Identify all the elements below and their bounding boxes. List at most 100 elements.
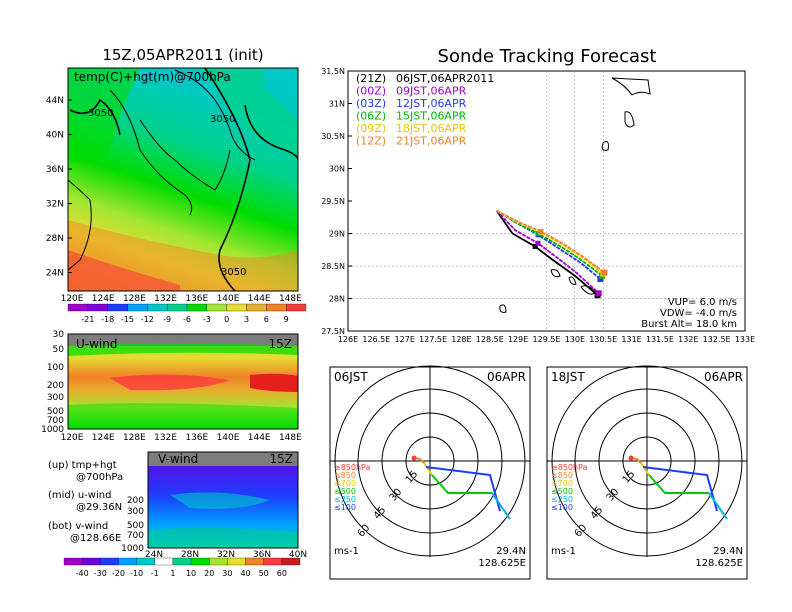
temp-colorbar-label: 6 <box>264 315 269 324</box>
wind-colorbar-swatch <box>82 557 101 566</box>
map-label: temp(C)+hgt(m)@700hPa <box>74 70 231 84</box>
v-wind-level: 700 <box>127 531 144 541</box>
track-lat-tick: 28.5N <box>321 262 345 271</box>
hodo-trace <box>491 492 511 520</box>
contour-label: 3050 <box>88 108 113 119</box>
track-marker <box>535 240 541 246</box>
wind-colorbar-swatch <box>209 557 228 566</box>
note-mid-b: @29.36N <box>76 502 122 513</box>
v-wind-lat-tick: 36N <box>253 550 271 560</box>
track-lon-tick: 129.5E <box>533 335 561 344</box>
track-lon-tick: 131E <box>621 335 641 344</box>
temp-colorbar-swatch <box>67 303 88 312</box>
v-wind-level: 500 <box>127 521 144 531</box>
track-marker <box>535 231 541 236</box>
hodo-trace <box>708 492 728 520</box>
v-wind-time: 15Z <box>270 452 294 466</box>
hodo-trace <box>648 474 709 494</box>
map-lat-axis: 44N 40N 36N 32N 28N 24N <box>46 96 72 279</box>
track-lon-tick: 128E <box>451 335 471 344</box>
track-line <box>495 210 600 294</box>
legend-code: (03Z) <box>356 97 386 110</box>
track-legend: (21Z) 06JST,06APR2011 (00Z) 09JST,06APR (03Z… <box>356 72 494 148</box>
wind-colorbar-label: 20 <box>204 569 214 578</box>
track-lat-tick: 27.5N <box>321 327 345 336</box>
wind-colorbar-label: 10 <box>186 569 196 578</box>
v-wind-lat-axis: 24N 28N 32N 36N 40N <box>145 550 307 560</box>
u-wind-lon-tick: 132E <box>154 433 177 443</box>
temp-colorbar-swatch <box>206 303 227 312</box>
legend-code: (06Z) <box>356 110 386 123</box>
launch-params: VUP= 6.0 m/s VDW= -4.0 m/s Burst Alt= 18… <box>641 297 737 330</box>
u-wind-frame <box>67 333 299 430</box>
temp-colorbar-label: 0 <box>224 315 229 324</box>
hodo-level-label: ≤700 <box>551 479 573 488</box>
map-lon-tick: 132E <box>154 294 177 304</box>
track-lon-tick: 127.5E <box>419 335 447 344</box>
hodo-level-label: ≤850 <box>334 471 356 480</box>
track-lat-tick: 30N <box>329 165 345 174</box>
u-wind-panel <box>68 334 298 429</box>
legend-text: 21JST,06APR <box>396 135 467 148</box>
track-marker <box>532 244 538 249</box>
hodo-level-label: ≤500 <box>551 487 573 496</box>
wind-colorbar: -40 -30 -20 -10 -1 1 10 20 30 40 50 60 <box>63 557 301 578</box>
track-lon-tick: 131.5E <box>646 335 674 344</box>
track-landing-marker <box>601 269 608 276</box>
legend-text: 09JST,06APR <box>396 85 467 98</box>
temp-colorbar: -21 -18 -15 -12 -9 -6 -3 0 3 6 9 <box>67 303 307 324</box>
map-lon-tick: 136E <box>185 294 208 304</box>
temp-colorbar-swatch <box>186 303 207 312</box>
hodo-lon: 128.625E <box>695 558 743 569</box>
temp-colorbar-swatch <box>286 303 307 312</box>
u-wind-level: 200 <box>47 381 64 391</box>
hodo-surface-marker <box>411 455 417 461</box>
hodo-lon: 128.625E <box>478 558 526 569</box>
u-wind-level: 100 <box>47 363 64 373</box>
temp-colorbar-label: -21 <box>81 315 94 324</box>
track-lat-tick: 28N <box>329 295 345 304</box>
wind-colorbar-swatch <box>154 557 174 566</box>
legend-text: 15JST,06APR <box>396 110 467 123</box>
param-vup: VUP= 6.0 m/s <box>668 297 737 308</box>
hodo-surface-marker <box>628 455 634 461</box>
u-wind-lon-tick: 124E <box>92 433 115 443</box>
track-lon-tick: 130.5E <box>589 335 617 344</box>
param-vdw: VDW= -4.0 m/s <box>660 308 737 319</box>
contour-label: 3050 <box>221 267 246 278</box>
track-lon-tick: 130E <box>565 335 585 344</box>
track-lon-tick: 133E <box>735 335 755 344</box>
legend-text: 18JST,06APR <box>396 122 467 135</box>
temp-colorbar-swatch <box>107 303 128 312</box>
map-lat-tick: 28N <box>46 234 64 244</box>
hodo-trace <box>431 474 492 494</box>
legend-code: (12Z) <box>356 135 386 148</box>
wind-colorbar-label: -20 <box>112 569 125 578</box>
legend-code: (21Z) <box>356 72 386 85</box>
hodo-lat: 29.4N <box>496 546 526 557</box>
track-lon-tick: 132E <box>678 335 698 344</box>
map-lon-tick: 148E <box>279 294 302 304</box>
map-lon-tick: 120E <box>61 294 84 304</box>
map-title: 15Z,05APR2011 (init) <box>102 46 263 64</box>
hodo-level-label: ≤100 <box>334 503 356 512</box>
hodo-trace <box>423 462 433 476</box>
legend-text: 06JST,06APR2011 <box>396 72 494 85</box>
map-lat-tick: 40N <box>46 131 64 141</box>
hodo-units: ms-1 <box>334 546 359 557</box>
u-wind-label: U-wind <box>76 337 117 351</box>
track-landing-marker <box>595 290 602 297</box>
wind-colorbar-label: -1 <box>151 569 159 578</box>
map-lon-tick: 128E <box>123 294 146 304</box>
wind-colorbar-swatch <box>227 557 246 566</box>
temp-colorbar-label: -12 <box>141 315 154 324</box>
track-lon-tick: 129E <box>508 335 528 344</box>
v-wind-lat-tick: 32N <box>217 550 235 560</box>
u-wind-level: 700 <box>47 416 64 426</box>
track-landing-marker <box>597 276 604 282</box>
track-lat-tick: 30.5N <box>321 132 345 141</box>
hodo-time: 06JST <box>334 370 368 384</box>
